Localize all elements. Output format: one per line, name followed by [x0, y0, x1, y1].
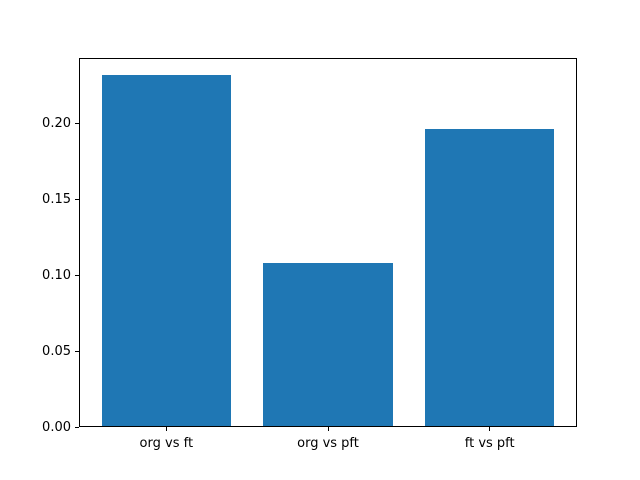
y-tick-mark	[75, 122, 79, 124]
y-tick-label: 0.05	[42, 344, 71, 360]
bar-org-vs-ft	[101, 74, 231, 426]
y-tick-label: 0.15	[42, 192, 71, 208]
x-tick-mark	[489, 427, 491, 431]
y-tick-label: 0.10	[42, 268, 71, 284]
bar-ft-vs-pft	[425, 129, 555, 426]
y-tick-mark	[75, 198, 79, 200]
y-tick-mark	[75, 274, 79, 276]
x-tick-mark	[165, 427, 167, 431]
x-tick-label: org vs ft	[139, 436, 194, 451]
bar-org-vs-pft	[263, 263, 393, 426]
y-tick-mark	[75, 350, 79, 352]
y-tick-label: 0.20	[42, 116, 71, 132]
x-tick-mark	[327, 427, 329, 431]
y-tick-mark	[75, 426, 79, 428]
x-tick-label: org vs pft	[297, 436, 359, 451]
x-tick-label: ft vs pft	[464, 436, 515, 451]
y-tick-label: 0.00	[42, 420, 71, 435]
